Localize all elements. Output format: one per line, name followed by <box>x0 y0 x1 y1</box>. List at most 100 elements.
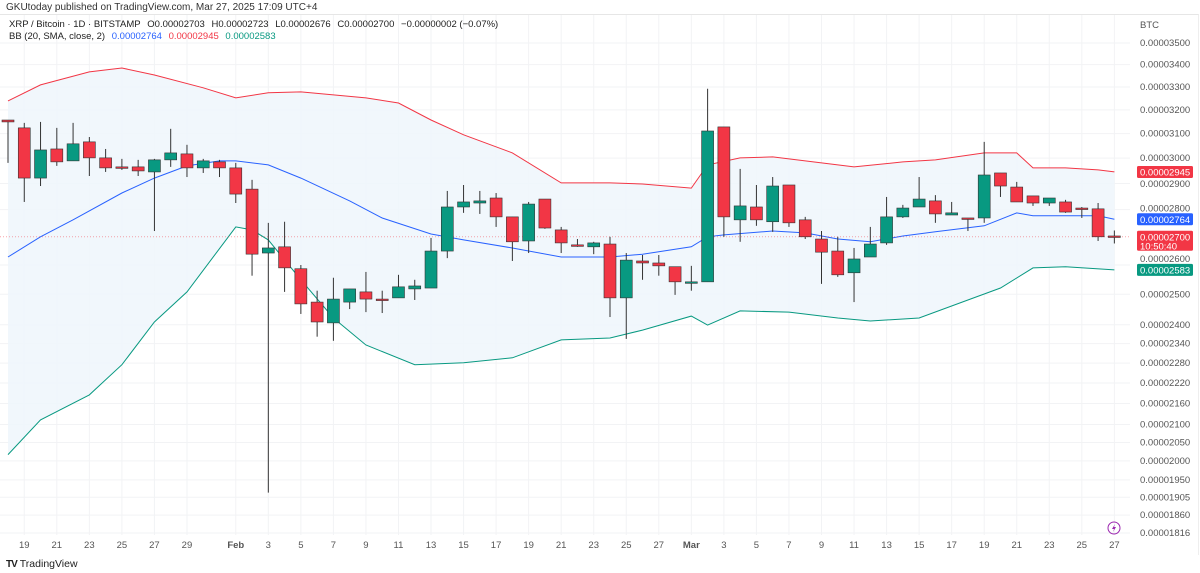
candle[interactable] <box>115 158 129 170</box>
candle-body <box>408 285 422 290</box>
candle[interactable] <box>294 264 308 314</box>
candle[interactable] <box>392 274 405 299</box>
candle[interactable] <box>880 196 893 245</box>
candle[interactable] <box>994 172 1007 197</box>
candle-body <box>1 119 15 123</box>
price-tick-label: 0.00002280 <box>1140 358 1190 369</box>
candle[interactable] <box>473 190 487 214</box>
candle[interactable] <box>310 290 324 337</box>
candle[interactable] <box>977 141 991 223</box>
candle[interactable] <box>262 222 275 493</box>
tradingview-logo[interactable]: TV TradingView <box>6 558 78 570</box>
tradingview-logo-icon: TV <box>6 558 18 570</box>
candle[interactable] <box>864 226 877 258</box>
candle[interactable] <box>522 201 535 254</box>
price-tick-label: 0.00001950 <box>1140 475 1190 486</box>
candle[interactable] <box>701 88 714 283</box>
candle-body <box>131 166 145 172</box>
candle[interactable] <box>1091 203 1105 241</box>
candle[interactable] <box>131 159 145 177</box>
date-tick-label: 25 <box>117 540 128 551</box>
price-tag-lower: 0.00002583 <box>1137 263 1193 276</box>
price-axis[interactable]: 0.00003500 0.00003400 0.00003300 0.00003200… <box>1140 38 1190 539</box>
date-tick-label: 29 <box>182 540 193 551</box>
candle[interactable] <box>587 241 601 255</box>
candle[interactable] <box>717 126 731 237</box>
time-axis[interactable]: 19 21 23 25 27 29 Feb 3 5 7 9 11 13 15 17 19 21 23 25 27 Mar… <box>19 540 1120 551</box>
candle[interactable] <box>1108 230 1121 244</box>
candle[interactable] <box>1010 181 1024 203</box>
candle[interactable] <box>1075 206 1089 218</box>
candle[interactable] <box>603 236 617 318</box>
candle[interactable] <box>554 226 568 254</box>
candle[interactable] <box>245 179 259 276</box>
candle[interactable] <box>815 231 828 284</box>
candle-body <box>912 198 926 208</box>
candle[interactable] <box>278 221 291 292</box>
candle[interactable] <box>83 137 96 177</box>
candle[interactable] <box>847 247 861 303</box>
candle[interactable] <box>457 184 470 213</box>
candle[interactable] <box>17 122 31 202</box>
candle[interactable] <box>1059 199 1072 213</box>
candle[interactable] <box>1026 195 1040 206</box>
candle[interactable] <box>229 162 243 204</box>
date-tick-label: 19 <box>523 540 534 551</box>
candle[interactable] <box>798 216 812 240</box>
price-tick-label: 0.00002100 <box>1140 419 1190 430</box>
candle[interactable] <box>961 217 975 232</box>
date-tick-label: 3 <box>721 540 726 551</box>
date-tick-label: 17 <box>946 540 957 551</box>
candle[interactable] <box>164 128 177 167</box>
candle[interactable] <box>571 239 584 247</box>
candle[interactable] <box>619 253 633 339</box>
candle[interactable] <box>636 255 649 280</box>
candle[interactable] <box>945 201 958 216</box>
candle[interactable] <box>99 148 112 172</box>
candle[interactable] <box>766 177 779 232</box>
candle-body <box>17 127 31 179</box>
candle[interactable] <box>327 277 340 341</box>
candle[interactable] <box>750 184 763 226</box>
candle[interactable] <box>538 198 552 229</box>
candle[interactable] <box>668 266 682 295</box>
high-value: H0.00002723 <box>211 19 269 30</box>
candle-body <box>668 266 682 283</box>
candle[interactable] <box>440 190 454 259</box>
candle[interactable] <box>34 121 47 187</box>
candle[interactable] <box>180 144 194 178</box>
bb-indicator-label[interactable]: BB (20, SMA, close, 2) <box>9 31 106 42</box>
candle-body <box>392 286 405 299</box>
candle[interactable] <box>506 216 519 261</box>
candle[interactable] <box>196 158 210 173</box>
candle[interactable] <box>408 279 422 300</box>
date-tick-label: 13 <box>426 540 437 551</box>
candle[interactable] <box>66 122 80 162</box>
candle[interactable] <box>831 236 845 277</box>
date-tick-label: 19 <box>19 540 30 551</box>
candle[interactable] <box>782 184 796 227</box>
candle[interactable] <box>343 288 356 310</box>
candle[interactable] <box>652 255 666 276</box>
candle[interactable] <box>213 159 226 178</box>
symbol-title[interactable]: XRP / Bitcoin · 1D · BITSTAMP <box>9 19 141 30</box>
candle-body <box>473 200 487 204</box>
candle[interactable] <box>148 158 161 232</box>
candle[interactable] <box>359 271 373 313</box>
candle[interactable] <box>424 237 438 289</box>
lightning-icon[interactable] <box>1107 521 1121 535</box>
candle[interactable] <box>1 119 15 163</box>
candle[interactable] <box>50 127 64 166</box>
candle[interactable] <box>375 290 389 314</box>
candle[interactable] <box>685 265 698 291</box>
candle[interactable] <box>929 195 942 223</box>
candle-body <box>929 200 942 215</box>
candle-body <box>880 216 893 244</box>
candle[interactable] <box>912 177 926 208</box>
price-tick-label: 0.00002800 <box>1140 203 1190 214</box>
candle[interactable] <box>733 168 747 242</box>
candle[interactable] <box>489 193 503 227</box>
candle[interactable] <box>1042 197 1056 206</box>
candle[interactable] <box>896 204 910 218</box>
